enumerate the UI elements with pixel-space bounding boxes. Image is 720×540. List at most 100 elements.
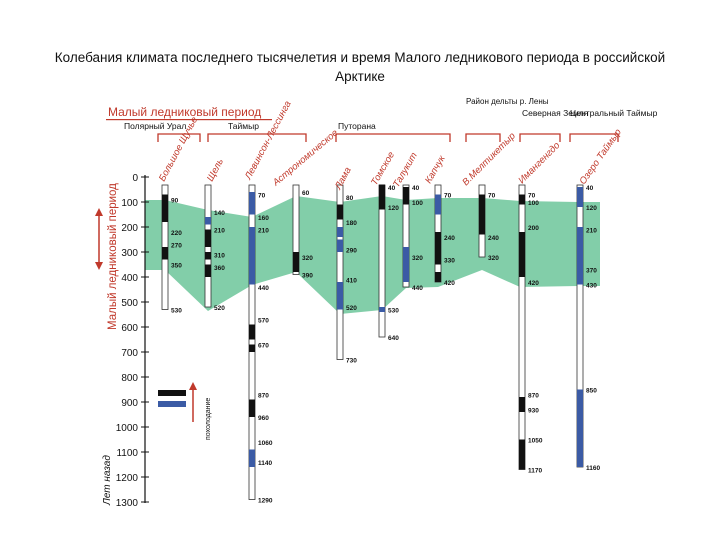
cold-segment	[249, 324, 255, 340]
region-label-lena-delta: Район дельты р. Лены	[466, 97, 549, 106]
lia-range-arrow-head-top	[95, 208, 103, 216]
age-mark-label: 670	[258, 343, 269, 350]
warm-segment	[337, 289, 343, 310]
site-column-2: 70160210440570670870960106011401290Левин…	[242, 99, 293, 504]
age-mark-label: 870	[528, 393, 539, 400]
axis-tick-label: 200	[121, 223, 138, 234]
warm-segment	[337, 239, 343, 252]
age-mark-label: 240	[444, 235, 455, 242]
cold-segment	[519, 397, 525, 412]
lia-range-arrow-head-bottom	[95, 262, 103, 270]
age-mark-label: 40	[586, 185, 594, 192]
age-mark-label: 120	[586, 205, 597, 212]
age-mark-label: 310	[214, 253, 225, 260]
lia-header-title: Малый ледниковый период	[108, 105, 261, 119]
cold-segment	[205, 264, 211, 277]
cold-segment	[403, 187, 409, 205]
warm-segment	[337, 282, 343, 292]
bracket-central-taimyr	[569, 133, 619, 142]
region-label-polar-ural: Полярный Урал	[124, 121, 186, 131]
core-column	[518, 184, 526, 470]
region-label-taimyr: Таймыр	[228, 121, 259, 131]
age-mark-label: 90	[171, 198, 179, 205]
axis-tick-label: 0	[132, 173, 138, 184]
cold-segment	[379, 184, 385, 210]
age-mark-label: 1140	[258, 460, 272, 467]
bracket-taimyr	[207, 133, 307, 142]
axis-tick-label: 300	[121, 248, 138, 259]
core-column	[292, 184, 300, 275]
core-column	[248, 184, 256, 500]
cold-segment	[162, 194, 168, 202]
age-mark-label: 420	[444, 280, 455, 287]
warm-segment	[577, 187, 583, 207]
age-mark-label: 60	[302, 190, 310, 197]
warm-segment	[403, 247, 409, 282]
bracket-putorana	[335, 133, 451, 142]
warm-segment	[577, 389, 583, 467]
age-mark-label: 730	[346, 358, 357, 365]
age-mark-label: 1050	[528, 438, 543, 445]
age-mark-label: 520	[346, 305, 357, 312]
core-column	[402, 184, 410, 288]
age-mark-label: 440	[412, 285, 423, 292]
axis-ticks: 0 100 200 300 400 500 600 700 800 900 1000 1100 1200…	[116, 173, 149, 509]
cold-segment	[249, 344, 255, 352]
age-mark-label: 850	[586, 388, 597, 395]
bracket-severnaya	[519, 133, 561, 142]
axis-tick-label: 400	[121, 273, 138, 284]
axis-tick-label: 100	[121, 198, 138, 209]
age-mark-label: 390	[302, 273, 313, 280]
legend-swatch-cold	[158, 390, 186, 396]
lia-header-underline	[106, 119, 272, 121]
cold-segment	[162, 247, 168, 260]
age-mark-label: 420	[528, 280, 539, 287]
age-mark-label: 870	[258, 393, 269, 400]
region-label-central-taimyr: Центральный Таймыр	[570, 108, 658, 118]
region-label-lena-delta-text: Район дельты р. Лены	[466, 97, 549, 106]
site-name: Лама	[332, 165, 353, 192]
axis-tick-label: 800	[121, 373, 138, 384]
age-mark-label: 430	[586, 283, 597, 290]
age-mark-label: 100	[412, 200, 423, 207]
age-mark-label: 210	[214, 228, 225, 235]
age-mark-label: 320	[412, 255, 423, 262]
cold-segment	[337, 204, 343, 220]
age-mark-label: 220	[171, 230, 182, 237]
axis-tick-label: 1300	[116, 498, 139, 509]
warm-segment	[205, 217, 211, 225]
age-mark-label: 350	[171, 263, 182, 270]
age-mark-label: 210	[258, 228, 269, 235]
age-mark-label: 40	[388, 185, 396, 192]
warm-segment	[249, 242, 255, 285]
warm-segment	[249, 192, 255, 215]
age-mark-label: 270	[171, 243, 182, 250]
cold-segment	[293, 252, 299, 272]
age-mark-label: 70	[444, 193, 452, 200]
site-name: Щель	[205, 157, 226, 184]
age-mark-label: 320	[488, 255, 499, 262]
site-name: Капчук	[423, 153, 448, 185]
legend-label: похолодание	[205, 398, 212, 440]
warm-segment	[249, 449, 255, 467]
age-mark-label: 1290	[258, 498, 273, 505]
age-mark-label: 410	[346, 278, 357, 285]
age-mark-label: 180	[346, 220, 357, 227]
age-mark-label: 70	[528, 193, 536, 200]
cold-segment	[249, 399, 255, 417]
age-mark-label: 360	[214, 265, 225, 272]
cold-segment	[519, 194, 525, 205]
age-mark-label: 640	[388, 335, 399, 342]
bracket-polar-ural	[157, 133, 201, 142]
age-mark-label: 960	[258, 415, 269, 422]
age-mark-label: 1160	[586, 465, 600, 472]
age-mark-label: 200	[528, 225, 539, 232]
axis-tick-label: 1100	[116, 448, 138, 459]
lia-green-band	[145, 196, 600, 314]
axis-tick-label: 1000	[116, 423, 139, 434]
core-column	[336, 184, 344, 360]
site-name: В.Мелтикетыр	[460, 131, 517, 188]
age-mark-label: 290	[346, 248, 357, 255]
age-mark-label: 320	[302, 255, 313, 262]
